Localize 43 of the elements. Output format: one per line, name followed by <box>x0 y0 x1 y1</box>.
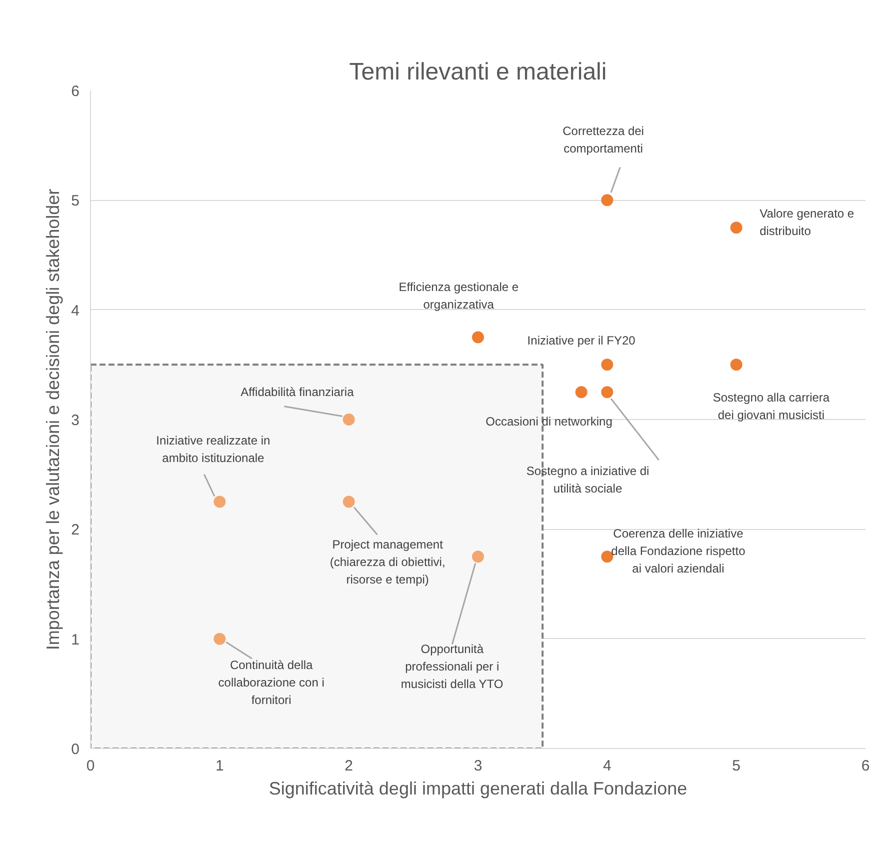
annotation: Valore generato e distribuito <box>760 206 854 238</box>
x-tick-label: 3 <box>474 758 482 774</box>
x-tick-label: 6 <box>861 758 870 774</box>
point <box>601 386 614 398</box>
y-tick-label: 4 <box>71 302 80 320</box>
annotation: Continuità della collaborazione con i fornitori <box>218 658 324 708</box>
point <box>601 194 614 206</box>
y-axis-title: Importanza per le valutazioni e decisioni degli stakeholder <box>43 188 64 650</box>
x-tick-label: 1 <box>215 758 224 774</box>
y-tick-label: 1 <box>71 631 80 648</box>
point <box>342 496 355 508</box>
x-tick-label: 0 <box>86 758 95 774</box>
annotation: Iniziative per il FY20 <box>527 334 636 348</box>
point <box>730 358 742 371</box>
annotation: Sostegno a iniziative di utilità sociale <box>526 464 650 496</box>
y-tick-label: 2 <box>71 522 80 539</box>
x-tick-label: 4 <box>602 758 612 774</box>
annotation: Occasioni di networking <box>486 414 612 429</box>
annotation: Iniziative realizzate in ambito istituzionale <box>156 433 270 465</box>
point <box>730 222 742 234</box>
y-tick-label: 3 <box>71 412 80 429</box>
annotation: Sostegno alla carriera dei giovani musicisti <box>712 390 830 422</box>
point <box>214 632 226 645</box>
y-tick-label: 0 <box>71 741 80 758</box>
point <box>575 386 588 398</box>
annotation: Project management (chiarezza di obiettivi, risorse e tempi) <box>330 538 446 587</box>
annotation: Coerenza delle iniziative della Fondazione rispetto ai valori aziendali <box>611 526 746 576</box>
point <box>601 550 614 563</box>
annotation: Opportunità professionali per i musicisti della YTO <box>400 642 504 691</box>
point <box>214 496 226 508</box>
point <box>472 550 484 563</box>
point <box>342 414 355 426</box>
x-tick-label: 5 <box>732 758 741 774</box>
annotation: Efficienza gestionale e organizzativa <box>398 280 519 312</box>
x-axis-title: Significatività degli impatti generati dalla Fondazione <box>268 778 688 798</box>
y-tick-label: 6 <box>71 83 80 100</box>
chart-title: Temi rilevanti e materiali <box>349 58 607 86</box>
point <box>601 358 614 371</box>
point <box>472 331 484 344</box>
y-tick-label: 5 <box>71 192 80 210</box>
annotation: Affidabilità finanziaria <box>240 385 354 400</box>
x-tick-label: 2 <box>344 758 354 774</box>
annotation: Correttezza dei comportamenti <box>562 124 644 156</box>
